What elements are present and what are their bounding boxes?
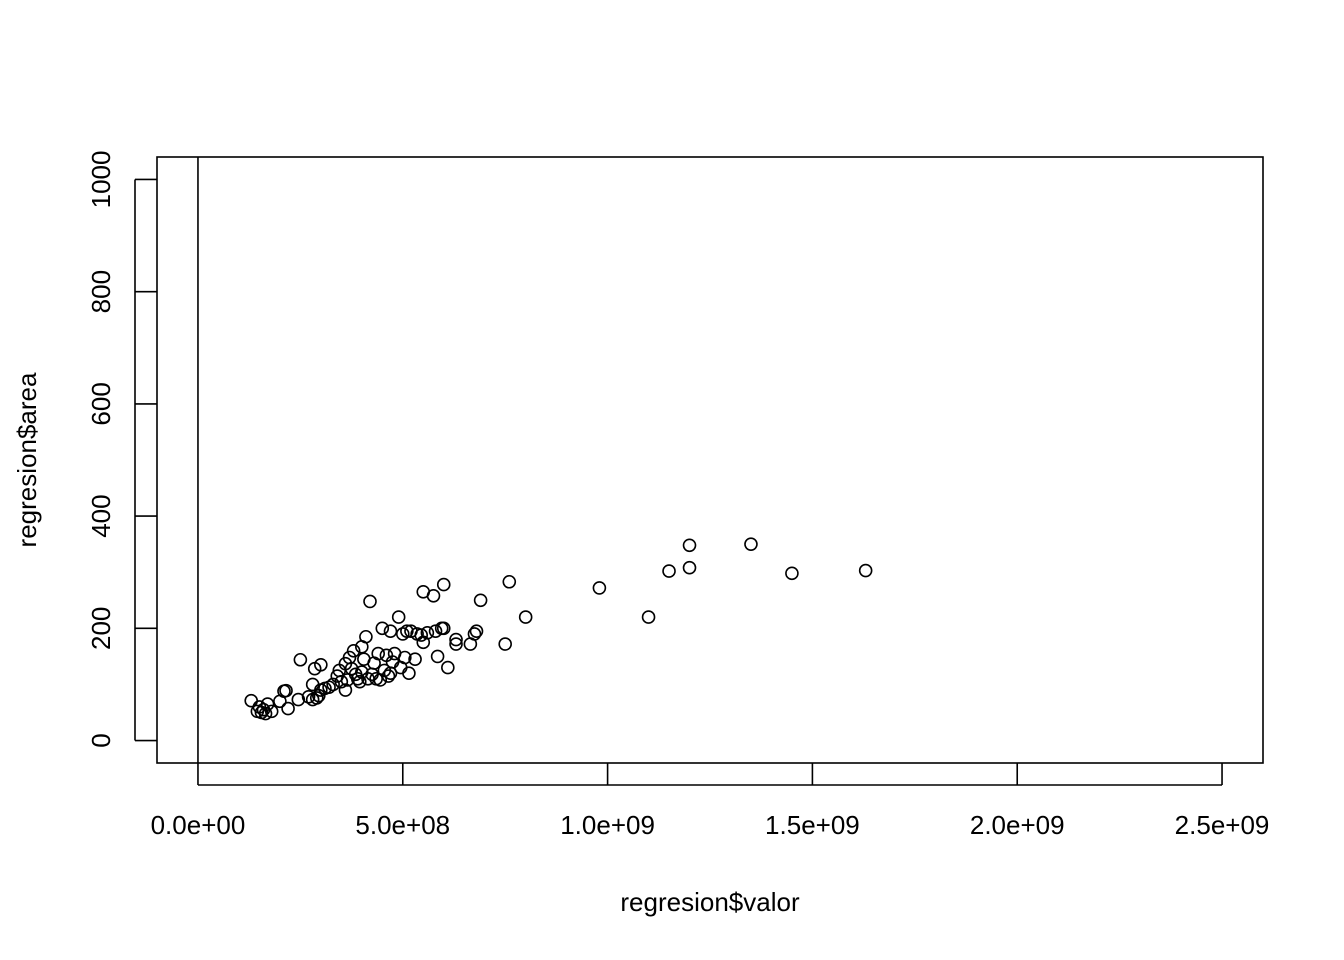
- data-point: [334, 674, 349, 689]
- data-point: [305, 677, 320, 692]
- data-point: [279, 683, 293, 698]
- data-point: [744, 537, 758, 551]
- y-axis-label: regresion$area: [12, 372, 42, 547]
- data-point: [350, 672, 365, 686]
- data-point: [383, 624, 398, 638]
- y-tick-label: 600: [86, 382, 116, 425]
- data-point: [281, 701, 295, 716]
- y-tick-label: 0: [86, 733, 116, 747]
- data-point: [473, 593, 488, 608]
- data-point: [371, 646, 386, 661]
- data-point: [441, 660, 455, 675]
- data-point: [291, 692, 306, 707]
- data-point: [436, 621, 451, 636]
- x-tick-label: 1.5e+09: [765, 810, 860, 840]
- data-point: [408, 652, 422, 666]
- data-point: [469, 624, 484, 638]
- data-point: [858, 563, 873, 578]
- data-point: [375, 621, 390, 636]
- data-point: [391, 610, 406, 624]
- data-point: [498, 637, 512, 651]
- data-point: [436, 577, 451, 592]
- data-point: [430, 649, 445, 664]
- data-point: [682, 560, 697, 575]
- y-tick-label: 1000: [86, 151, 116, 209]
- data-point: [293, 652, 308, 667]
- data-point: [359, 629, 373, 644]
- data-point: [641, 610, 656, 624]
- data-point: [420, 626, 435, 640]
- data-point: [518, 610, 533, 624]
- data-point: [395, 627, 410, 641]
- data-point: [381, 669, 396, 683]
- plot-frame: [156, 156, 1264, 764]
- data-point: [502, 574, 517, 589]
- data-point: [264, 704, 279, 719]
- data-point: [449, 632, 463, 647]
- data-point: [352, 674, 367, 689]
- data-point: [322, 680, 336, 695]
- data-point: [592, 581, 607, 595]
- data-point: [428, 624, 443, 638]
- data-point: [398, 650, 412, 665]
- x-tick-label: 2.0e+09: [970, 810, 1065, 840]
- data-point: [785, 566, 799, 581]
- data-point: [414, 628, 429, 642]
- data-point: [426, 588, 441, 603]
- x-tick-label: 1.0e+09: [560, 810, 655, 840]
- data-point: [363, 594, 377, 609]
- data-point: [449, 637, 463, 651]
- data-point: [338, 683, 353, 697]
- x-tick-label: 2.5e+09: [1175, 810, 1270, 840]
- x-tick-label: 0.0e+00: [151, 810, 246, 840]
- data-point: [662, 564, 676, 578]
- y-tick-label: 200: [86, 607, 116, 650]
- data-point: [326, 677, 340, 692]
- x-axis: 0.0e+00 5.0e+08 1.0e+09 1.5e+09 2.0e+09 2.5e+…: [151, 763, 1270, 840]
- x-tick-label: 5.0e+08: [355, 810, 450, 840]
- data-point: [682, 538, 697, 553]
- data-point: [402, 666, 416, 681]
- y-tick-label: 800: [86, 270, 116, 313]
- data-points: [244, 537, 873, 721]
- data-point: [258, 706, 273, 721]
- data-point: [309, 691, 324, 705]
- data-point: [260, 697, 275, 711]
- data-point: [301, 689, 316, 704]
- y-axis: 0 200 400 600 800 1000: [86, 151, 157, 748]
- data-point: [346, 643, 361, 658]
- y-tick-label: 400: [86, 494, 116, 537]
- data-point: [400, 624, 414, 638]
- data-point: [467, 627, 482, 641]
- data-point: [314, 658, 328, 672]
- x-axis-label: regresion$valor: [620, 887, 800, 917]
